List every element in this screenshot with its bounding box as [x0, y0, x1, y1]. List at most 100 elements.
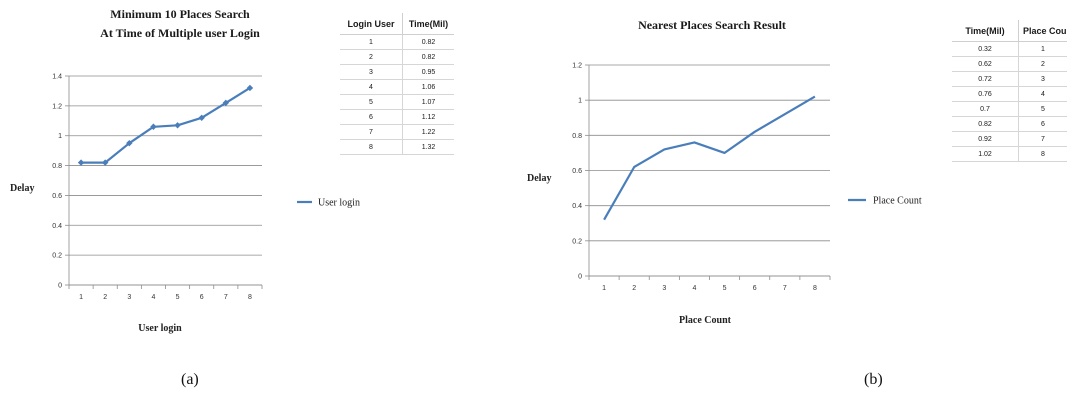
- table-cell: 1.12: [402, 109, 454, 125]
- y-tick-label: 1: [578, 98, 582, 105]
- table-cell: 2: [1018, 56, 1067, 72]
- chart-title: Nearest Places Search Result: [638, 18, 786, 32]
- table-cell: 4: [340, 79, 403, 95]
- figure-caption-a: (a): [181, 371, 199, 388]
- data-point: [101, 159, 109, 166]
- table-header: Place Coun: [1018, 20, 1067, 42]
- table-header: Login User: [340, 13, 403, 35]
- x-tick-label: 8: [248, 294, 252, 301]
- table-header-row: Time(Mil) Place Coun: [952, 20, 1067, 42]
- y-tick-label: 1.4: [52, 74, 62, 81]
- x-tick-label: 8: [813, 285, 817, 292]
- table-cell: 1.22: [402, 124, 454, 140]
- table-cell: 8: [1018, 146, 1067, 162]
- data-point: [174, 122, 181, 129]
- legend-label: Place Count: [873, 196, 922, 207]
- table-header-row: Login User Time(Mil): [340, 13, 454, 35]
- table-cell: 0.82: [952, 116, 1019, 132]
- table-cell: 0.95: [402, 64, 454, 80]
- y-tick-label: 0: [58, 283, 62, 290]
- y-tick-label: 0.4: [572, 203, 582, 210]
- x-axis-label: User login: [138, 323, 182, 334]
- x-tick-label: 1: [79, 294, 83, 301]
- x-tick-label: 1: [602, 285, 606, 292]
- table-cell: 6: [340, 109, 403, 125]
- table-row: 1.02 8: [952, 146, 1067, 162]
- table-cell: 1.07: [402, 94, 454, 110]
- y-axis-label: Delay: [10, 183, 34, 194]
- table-row: 0.62 2: [952, 56, 1067, 72]
- y-tick-label: 0.2: [52, 253, 62, 260]
- y-tick-label: 0.8: [572, 133, 582, 140]
- table-cell: 7: [1018, 131, 1067, 147]
- table-header: Time(Mil): [952, 20, 1019, 42]
- x-axis-label: Place Count: [679, 315, 732, 326]
- table-cell: 1: [340, 34, 403, 50]
- table-cell: 1.06: [402, 79, 454, 95]
- x-tick-label: 7: [783, 285, 787, 292]
- table-cell: 1.32: [402, 139, 454, 155]
- table-cell: 0.72: [952, 71, 1019, 87]
- table-row: 7 1.22: [340, 124, 454, 140]
- series-line: [81, 86, 251, 164]
- y-tick-label: 0.4: [52, 223, 62, 230]
- table-cell: 8: [340, 139, 403, 155]
- y-tick-label: 1: [58, 133, 62, 140]
- table-row: 6 1.12: [340, 109, 454, 125]
- table-cell: 6: [1018, 116, 1067, 132]
- data-point: [126, 139, 133, 147]
- data-table-b: Time(Mil) Place Coun 0.321 0.622 0.723 0…: [952, 20, 1067, 162]
- table-row: 8 1.32: [340, 139, 454, 155]
- x-tick-label: 2: [103, 294, 107, 301]
- data-point: [150, 123, 157, 130]
- x-tick-label: 4: [151, 294, 155, 301]
- x-tick-label: 2: [632, 285, 636, 292]
- table-cell: 1.02: [952, 146, 1019, 162]
- table-cell: 0.76: [952, 86, 1019, 102]
- table-row: 0.32 1: [952, 41, 1067, 57]
- x-tick-label: 4: [692, 285, 696, 292]
- table-row: 0.76 4: [952, 86, 1067, 102]
- table-cell: 1: [1018, 41, 1067, 57]
- table-cell: 0.92: [952, 131, 1019, 147]
- y-tick-label: 0.6: [572, 168, 582, 175]
- table-cell: 3: [1018, 71, 1067, 87]
- x-tick-label: 3: [662, 285, 666, 292]
- y-tick-label: 0.2: [572, 238, 582, 245]
- table-row: 1 0.82: [340, 34, 454, 50]
- x-tick-label: 6: [753, 285, 757, 292]
- table-cell: 0.82: [402, 49, 454, 65]
- data-point: [246, 84, 254, 92]
- chart-title: At Time of Multiple user Login: [100, 26, 260, 40]
- figure-caption-b: (b): [864, 371, 883, 388]
- table-row: 0.7 5: [952, 101, 1067, 117]
- table-cell: 0.7: [952, 101, 1019, 117]
- chart-title: Minimum 10 Places Search: [110, 7, 250, 21]
- x-tick-label: 3: [127, 294, 131, 301]
- table-cell: 4: [1018, 86, 1067, 102]
- data-point: [222, 99, 230, 107]
- table-row: 0.82 6: [952, 116, 1067, 132]
- x-tick-label: 5: [176, 294, 180, 301]
- table-cell: 2: [340, 49, 403, 65]
- table-row: 4 1.06: [340, 79, 454, 95]
- y-tick-label: 0.8: [52, 163, 62, 170]
- x-tick-label: 5: [723, 285, 727, 292]
- table-row: 5 1.07: [340, 94, 454, 110]
- table-row: 0.92 7: [952, 131, 1067, 147]
- data-point: [77, 159, 85, 166]
- table-row: 0.72 3: [952, 71, 1067, 87]
- table-cell: 5: [340, 94, 403, 110]
- series-line: [603, 95, 816, 221]
- x-tick-label: 7: [224, 294, 228, 301]
- table-cell: 0.62: [952, 56, 1019, 72]
- data-table-a: Login User Time(Mil) 1 0.82 2 0.82 3 0.95 4…: [340, 13, 454, 155]
- table-cell: 3: [340, 64, 403, 80]
- y-tick-label: 1.2: [52, 103, 62, 110]
- table-cell: 0.32: [952, 41, 1019, 57]
- table-cell: 0.82: [402, 34, 454, 50]
- y-tick-label: 0: [578, 274, 582, 281]
- y-tick-label: 0.6: [52, 193, 62, 200]
